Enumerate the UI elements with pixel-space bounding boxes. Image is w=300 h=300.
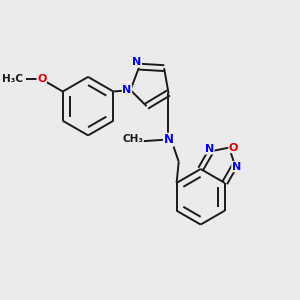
Text: O: O <box>229 142 238 153</box>
Text: N: N <box>122 85 132 95</box>
Text: N: N <box>132 57 142 67</box>
Text: O: O <box>37 74 46 84</box>
Text: CH₃: CH₃ <box>122 134 143 144</box>
Text: N: N <box>205 144 214 154</box>
Text: N: N <box>164 133 173 146</box>
Text: N: N <box>232 162 241 172</box>
Text: H₃C: H₃C <box>2 74 23 84</box>
